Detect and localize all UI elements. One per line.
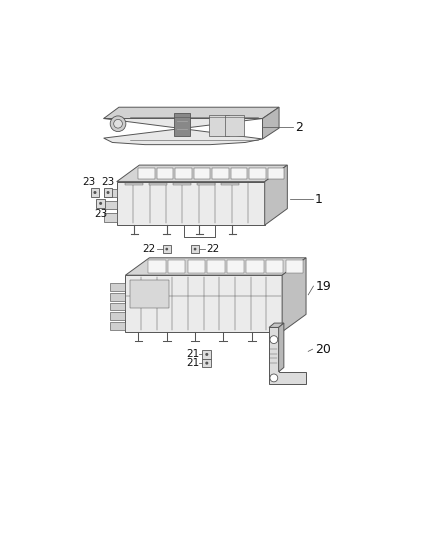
Polygon shape [247, 260, 264, 273]
Circle shape [93, 191, 96, 194]
Polygon shape [110, 284, 125, 292]
Polygon shape [230, 167, 247, 179]
Circle shape [205, 361, 208, 365]
Text: 21: 21 [186, 358, 199, 368]
Polygon shape [110, 293, 125, 301]
Circle shape [99, 202, 102, 205]
Polygon shape [104, 201, 117, 209]
Circle shape [110, 116, 126, 132]
Circle shape [106, 191, 110, 194]
Polygon shape [207, 260, 225, 273]
Polygon shape [191, 245, 199, 253]
Polygon shape [279, 323, 284, 372]
Polygon shape [156, 167, 173, 179]
Text: 20: 20 [315, 343, 331, 356]
Polygon shape [149, 182, 167, 185]
Circle shape [166, 248, 168, 251]
Polygon shape [197, 182, 215, 185]
Polygon shape [104, 189, 117, 197]
Text: 23: 23 [94, 209, 107, 219]
Text: 23: 23 [82, 177, 95, 187]
Polygon shape [96, 199, 105, 208]
Polygon shape [202, 350, 211, 359]
Polygon shape [110, 322, 125, 329]
Polygon shape [282, 258, 306, 332]
Text: 23: 23 [101, 177, 115, 187]
Circle shape [270, 374, 278, 382]
Polygon shape [268, 167, 284, 179]
Polygon shape [110, 312, 125, 320]
Circle shape [270, 336, 278, 344]
Polygon shape [194, 167, 210, 179]
Polygon shape [104, 114, 262, 144]
Circle shape [114, 119, 122, 128]
Polygon shape [130, 279, 169, 308]
Text: 2: 2 [296, 121, 304, 134]
Polygon shape [91, 188, 99, 197]
Polygon shape [110, 303, 125, 310]
Polygon shape [266, 260, 283, 273]
Polygon shape [225, 115, 244, 136]
Text: 22: 22 [206, 244, 219, 254]
Polygon shape [138, 167, 155, 179]
Polygon shape [125, 182, 143, 185]
Polygon shape [286, 260, 303, 273]
Polygon shape [168, 260, 185, 273]
Polygon shape [173, 182, 191, 185]
Polygon shape [125, 275, 282, 332]
Polygon shape [104, 213, 117, 222]
Polygon shape [265, 165, 287, 225]
Polygon shape [269, 323, 284, 327]
Polygon shape [227, 260, 244, 273]
Text: 1: 1 [315, 192, 323, 206]
Polygon shape [187, 260, 205, 273]
Circle shape [205, 353, 208, 356]
Polygon shape [148, 260, 166, 273]
Polygon shape [202, 359, 211, 367]
Polygon shape [269, 327, 306, 384]
Polygon shape [104, 107, 279, 118]
Polygon shape [212, 167, 229, 179]
Polygon shape [174, 114, 190, 136]
Polygon shape [262, 107, 279, 139]
Polygon shape [117, 182, 265, 225]
Polygon shape [221, 182, 239, 185]
Text: 22: 22 [143, 244, 156, 254]
Text: 19: 19 [316, 280, 332, 293]
Text: 21: 21 [186, 349, 199, 359]
Polygon shape [209, 115, 229, 136]
Polygon shape [249, 167, 266, 179]
Polygon shape [125, 258, 306, 275]
Polygon shape [163, 245, 171, 253]
Polygon shape [175, 167, 192, 179]
Polygon shape [104, 188, 113, 197]
Polygon shape [117, 165, 287, 182]
Circle shape [194, 248, 196, 251]
